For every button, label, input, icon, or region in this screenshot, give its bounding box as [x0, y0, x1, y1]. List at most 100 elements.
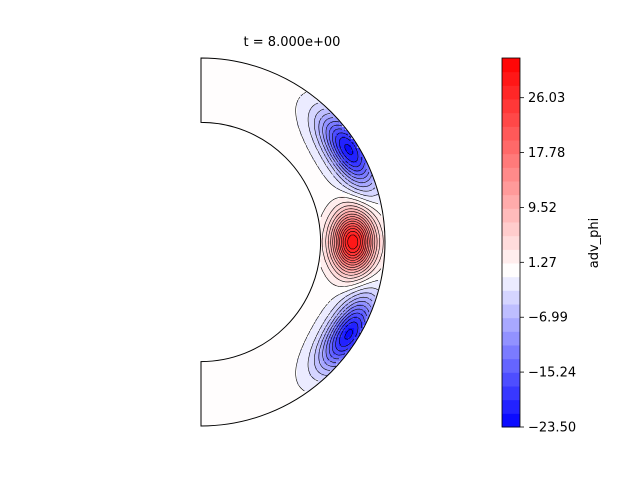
contour-cell	[228, 412, 232, 416]
contour-cell	[240, 358, 244, 362]
contour-cell	[267, 85, 271, 89]
contour-cell	[207, 367, 211, 371]
contour-cell	[321, 346, 325, 350]
contour-cell	[336, 130, 340, 134]
contour-cell	[282, 109, 286, 113]
contour-cell	[213, 112, 217, 116]
contour-cell	[351, 310, 355, 314]
contour-cell	[363, 274, 367, 278]
contour-cell	[357, 157, 361, 161]
contour-cell	[279, 133, 283, 137]
contour-cell	[336, 253, 340, 257]
contour-cell	[351, 202, 355, 206]
contour-cell	[210, 391, 214, 395]
contour-cell	[240, 418, 244, 422]
contour-cell	[303, 100, 307, 104]
contour-cell	[330, 181, 334, 185]
contour-cell	[273, 385, 277, 389]
contour-cell	[330, 244, 334, 248]
contour-cell	[381, 220, 385, 224]
contour-cell	[330, 349, 334, 353]
contour-cell	[351, 256, 355, 260]
contour-cell	[213, 397, 217, 401]
contour-cell	[354, 241, 358, 245]
contour-cell	[357, 163, 361, 167]
contour-cell	[351, 214, 355, 218]
contour-cell	[321, 139, 325, 143]
contour-cell	[306, 121, 310, 125]
contour-cell	[210, 361, 214, 365]
contour-cell	[279, 139, 283, 143]
contour-cell	[318, 187, 322, 191]
contour-cell	[273, 397, 277, 401]
contour-cell	[375, 226, 379, 230]
contour-cell	[228, 67, 232, 71]
contour-cell	[222, 397, 226, 401]
contour-cell	[294, 388, 298, 392]
contour-cell	[201, 412, 205, 416]
contour-cell	[270, 352, 274, 356]
contour-cell	[321, 259, 325, 263]
contour-cell	[255, 94, 259, 98]
colorbar-tick-label: −23.50	[528, 421, 576, 436]
contour-cell	[252, 406, 256, 410]
contour-cell	[300, 385, 304, 389]
contour-cell	[255, 133, 259, 137]
contour-cell	[234, 412, 238, 416]
contour-cell	[204, 421, 208, 425]
contour-cell	[216, 364, 220, 368]
contour-cell	[339, 166, 343, 170]
contour-cell	[309, 325, 313, 329]
contour-cell	[303, 391, 307, 395]
contour-cell	[264, 130, 268, 134]
colorbar-segment	[502, 112, 520, 127]
contour-cell	[330, 334, 334, 338]
contour-cell	[288, 328, 292, 332]
contour-cell	[216, 406, 220, 410]
contour-cell	[252, 397, 256, 401]
contour-cell	[330, 175, 334, 179]
contour-cell	[312, 148, 316, 152]
contour-cell	[300, 139, 304, 143]
contour-cell	[246, 376, 250, 380]
contour-cell	[330, 259, 334, 263]
contour-cell	[279, 136, 283, 140]
contour-cell	[366, 265, 370, 269]
contour-cell	[375, 229, 379, 233]
contour-cell	[303, 349, 307, 353]
contour-cell	[297, 343, 301, 347]
contour-cell	[273, 394, 277, 398]
contour-cell	[231, 109, 235, 113]
contour-cell	[306, 115, 310, 119]
contour-cell	[267, 73, 271, 77]
contour-cell	[300, 391, 304, 395]
contour-cell	[270, 103, 274, 107]
contour-cell	[285, 151, 289, 155]
contour-cell	[276, 382, 280, 386]
contour-cell	[327, 211, 331, 215]
contour-cell	[363, 163, 367, 167]
contour-cell	[342, 226, 346, 230]
contour-cell	[207, 424, 211, 426]
contour-cell	[273, 145, 277, 149]
contour-cell	[240, 403, 244, 407]
contour-cell	[204, 109, 208, 113]
contour-cell	[291, 373, 295, 377]
contour-cell	[330, 202, 334, 206]
contour-cell	[333, 217, 337, 221]
contour-cell	[282, 106, 286, 110]
contour-cell	[297, 163, 301, 167]
contour-cell	[204, 103, 208, 107]
contour-cell	[375, 262, 379, 266]
contour-cell	[237, 109, 241, 113]
contour-cell	[243, 415, 247, 419]
contour-cell	[285, 136, 289, 140]
contour-cell	[246, 124, 250, 128]
contour-cell	[261, 382, 265, 386]
contour-cell	[324, 169, 328, 173]
contour-cell	[246, 382, 250, 386]
contour-cell	[315, 295, 319, 299]
contour-cell	[204, 100, 208, 104]
contour-cell	[366, 271, 370, 275]
contour-cell	[297, 166, 301, 170]
